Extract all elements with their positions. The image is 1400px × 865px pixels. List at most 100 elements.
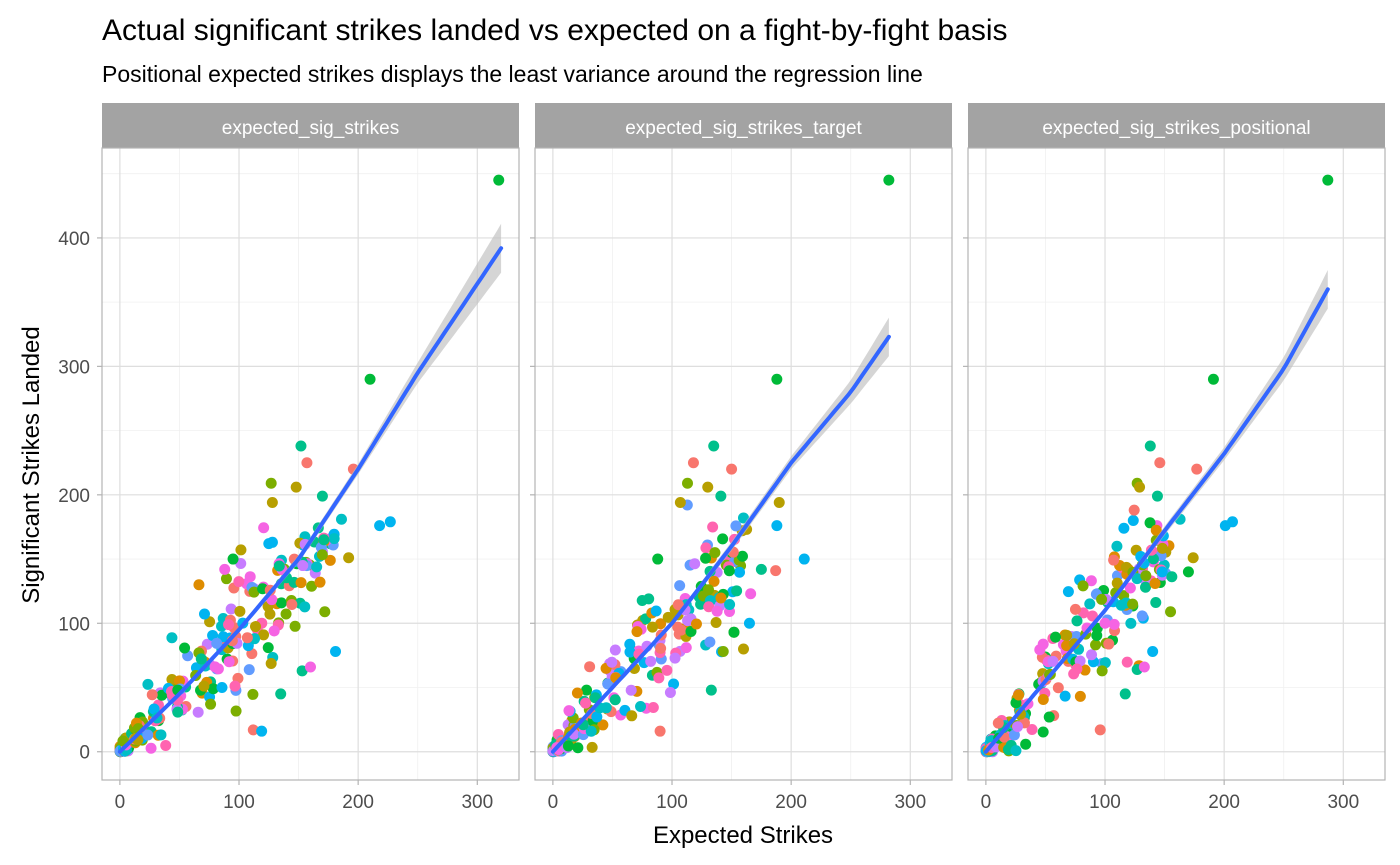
data-point [230,705,242,717]
facet-label: expected_sig_strikes_positional [1042,118,1310,139]
data-point [244,571,256,583]
panel-border [967,147,1386,781]
data-point [1084,598,1096,610]
data-point [1052,682,1064,694]
data-point [166,632,178,644]
data-point [1187,552,1199,564]
data-point [295,577,307,589]
data-point [1086,610,1098,622]
data-point [265,657,277,669]
facet-strip [102,103,519,148]
panel-data [114,174,505,758]
data-point [223,656,235,668]
data-point [1119,688,1131,700]
data-point [1010,745,1022,757]
data-point [219,563,231,575]
data-point [280,608,292,620]
data-point [1111,577,1123,589]
data-point [1096,593,1108,605]
data-point [1074,690,1086,702]
y-axis-title: Significant Strikes Landed [18,326,45,604]
data-point [1090,639,1102,651]
data-point [266,497,278,509]
data-point [1154,457,1166,469]
data-point [1034,644,1046,656]
data-point [316,490,328,502]
data-point [717,646,729,658]
data-point [703,584,715,596]
x-tick-label: 200 [1208,792,1240,813]
data-point [212,663,224,675]
data-point [305,661,316,673]
data-point [1219,520,1231,532]
data-point [1140,581,1152,593]
data-point [689,558,701,570]
panel-data [547,174,895,758]
data-point [710,616,722,628]
data-point [258,629,270,641]
data-point [286,598,298,610]
data-point [1047,655,1059,667]
data-point [1156,566,1168,578]
chart-subtitle: Positional expected strikes displays the… [102,61,923,87]
data-point [635,701,647,713]
data-point [625,684,637,696]
data-point [1125,617,1137,629]
data-point [1012,721,1024,733]
data-point [318,534,330,546]
data-point [755,563,767,575]
data-point [585,725,597,737]
data-point [707,521,719,533]
data-point [306,580,318,592]
data-point [1147,646,1159,658]
data-point [145,742,157,754]
regression-line [550,334,891,754]
data-point [146,689,158,701]
data-point [1094,724,1106,736]
data-point [250,621,262,633]
data-point [258,522,270,534]
data-point [700,552,712,564]
data-point [223,619,235,631]
facet-strip [535,103,952,148]
data-point [1127,598,1139,610]
data-point [1069,603,1081,615]
data-point [586,741,598,753]
data-point [1111,540,1123,552]
data-point [563,705,575,717]
data-point [668,678,680,690]
data-point [374,520,386,532]
facet-label: expected_sig_strikes_target [625,118,862,139]
data-point [736,550,748,562]
data-point [275,597,287,609]
data-point [247,724,259,736]
panel-border [534,147,953,781]
x-tick-label: 300 [461,792,493,813]
data-point [211,637,223,649]
data-point [142,678,154,690]
data-point [290,481,302,493]
data-point [653,672,665,684]
data-point [229,680,241,692]
data-point [731,585,743,597]
data-point [724,598,736,610]
data-point [571,687,583,699]
data-point [606,656,618,668]
x-tick-label: 100 [1089,792,1121,813]
data-point [295,440,307,452]
data-point [626,710,638,722]
x-tick-label: 0 [548,792,559,813]
data-point [1008,729,1020,741]
data-point [1207,373,1219,385]
data-point [708,440,720,452]
data-point [662,611,674,623]
data-point [173,675,185,687]
facet-panel: expected_sig_strikes_positional 0 100 200 30… [963,103,1386,813]
x-tick-label: 300 [894,792,926,813]
data-point [234,605,246,617]
data-point [770,565,782,577]
facet-panels: expected_sig_strikes 0 100 200 300 0 100 200 300… [58,103,1386,813]
data-point [1166,571,1178,583]
data-point [745,588,757,600]
data-point [1124,582,1136,594]
